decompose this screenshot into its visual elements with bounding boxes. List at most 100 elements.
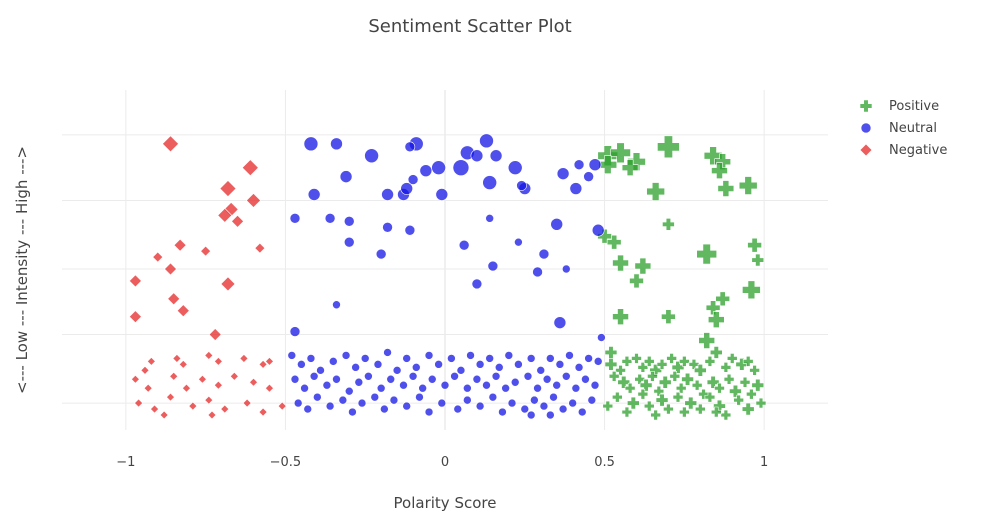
neutral-point[interactable] xyxy=(568,398,577,408)
neutral-point[interactable] xyxy=(514,360,523,369)
positive-point[interactable] xyxy=(612,308,629,325)
neutral-point[interactable] xyxy=(498,407,507,417)
positive-point[interactable] xyxy=(672,391,684,403)
negative-point[interactable] xyxy=(166,392,175,402)
neutral-point[interactable] xyxy=(297,360,306,369)
negative-point[interactable] xyxy=(176,304,190,318)
neutral-point[interactable] xyxy=(434,360,443,369)
positive-point[interactable] xyxy=(643,400,655,412)
positive-point[interactable] xyxy=(749,365,760,376)
negative-point[interactable] xyxy=(172,353,182,363)
negative-point[interactable] xyxy=(242,398,252,408)
neutral-point[interactable] xyxy=(520,404,530,414)
negative-point[interactable] xyxy=(198,374,207,384)
neutral-point[interactable] xyxy=(325,401,335,411)
neutral-point[interactable] xyxy=(306,354,316,363)
neutral-point[interactable] xyxy=(530,395,539,405)
neutral-point[interactable] xyxy=(316,366,325,375)
negative-point[interactable] xyxy=(249,377,258,387)
neutral-point[interactable] xyxy=(488,392,498,402)
negative-point[interactable] xyxy=(220,276,236,292)
positive-point[interactable] xyxy=(621,159,639,176)
neutral-point[interactable] xyxy=(381,188,394,201)
neutral-point[interactable] xyxy=(536,366,546,375)
negative-point[interactable] xyxy=(188,401,198,411)
neutral-point[interactable] xyxy=(402,401,412,411)
positive-point[interactable] xyxy=(709,346,723,359)
legend-item-negative[interactable]: Negative xyxy=(859,143,947,158)
positive-point[interactable] xyxy=(666,353,677,364)
positive-point[interactable] xyxy=(742,280,761,300)
neutral-point[interactable] xyxy=(307,188,321,201)
positive-point[interactable] xyxy=(646,182,665,201)
neutral-point[interactable] xyxy=(546,410,555,420)
neutral-point[interactable] xyxy=(424,351,434,360)
neutral-point[interactable] xyxy=(332,300,341,310)
positive-point[interactable] xyxy=(679,406,690,418)
neutral-point[interactable] xyxy=(364,148,379,164)
positive-point[interactable] xyxy=(698,332,716,349)
negative-point[interactable] xyxy=(246,193,261,208)
negative-point[interactable] xyxy=(239,353,249,363)
positive-point[interactable] xyxy=(671,361,685,374)
negative-point[interactable] xyxy=(258,359,268,369)
neutral-point[interactable] xyxy=(558,404,568,414)
neutral-point[interactable] xyxy=(341,351,351,360)
positive-point[interactable] xyxy=(691,379,703,391)
neutral-point[interactable] xyxy=(408,371,418,381)
neutral-point[interactable] xyxy=(590,380,600,390)
neutral-point[interactable] xyxy=(475,401,485,411)
positive-point[interactable] xyxy=(710,406,722,418)
neutral-point[interactable] xyxy=(593,357,603,366)
positive-point[interactable] xyxy=(681,372,694,386)
positive-point[interactable] xyxy=(621,356,633,367)
neutral-point[interactable] xyxy=(383,348,392,357)
neutral-point[interactable] xyxy=(450,371,459,381)
neutral-point[interactable] xyxy=(523,371,533,381)
neutral-point[interactable] xyxy=(456,366,466,375)
positive-point[interactable] xyxy=(679,356,690,367)
positive-point[interactable] xyxy=(634,257,652,275)
positive-point[interactable] xyxy=(747,237,762,253)
negative-point[interactable] xyxy=(231,214,244,228)
positive-point[interactable] xyxy=(711,162,728,179)
negative-point[interactable] xyxy=(150,404,159,414)
negative-point[interactable] xyxy=(167,292,181,306)
negative-point[interactable] xyxy=(258,407,268,417)
neutral-point[interactable] xyxy=(400,182,414,195)
neutral-point[interactable] xyxy=(555,360,565,369)
neutral-point[interactable] xyxy=(507,398,517,408)
legend-symbol-cross[interactable] xyxy=(859,99,873,113)
positive-point[interactable] xyxy=(650,409,661,421)
neutral-point[interactable] xyxy=(470,149,484,163)
neutral-point[interactable] xyxy=(332,374,341,384)
neutral-point[interactable] xyxy=(343,216,355,227)
neutral-point[interactable] xyxy=(343,236,355,248)
neutral-point[interactable] xyxy=(399,380,408,390)
negative-point[interactable] xyxy=(277,401,287,411)
negative-point[interactable] xyxy=(241,159,259,177)
negative-point[interactable] xyxy=(217,207,233,223)
neutral-point[interactable] xyxy=(561,264,571,274)
positive-point[interactable] xyxy=(713,399,726,413)
positive-point[interactable] xyxy=(615,365,626,376)
negative-point[interactable] xyxy=(207,410,217,420)
neutral-point[interactable] xyxy=(491,371,501,381)
neutral-point[interactable] xyxy=(435,188,449,201)
positive-point[interactable] xyxy=(733,394,744,406)
neutral-point[interactable] xyxy=(549,392,558,402)
neutral-point[interactable] xyxy=(546,354,555,363)
negative-point[interactable] xyxy=(130,374,140,384)
negative-point[interactable] xyxy=(152,251,164,263)
neutral-point[interactable] xyxy=(360,354,370,363)
positive-point[interactable] xyxy=(751,378,765,392)
positive-point[interactable] xyxy=(715,291,730,307)
neutral-point[interactable] xyxy=(542,374,552,384)
neutral-point[interactable] xyxy=(404,224,416,236)
neutral-point[interactable] xyxy=(479,133,494,149)
neutral-point[interactable] xyxy=(552,380,562,390)
neutral-point[interactable] xyxy=(472,374,482,384)
positive-point[interactable] xyxy=(695,403,706,415)
neutral-point[interactable] xyxy=(389,395,399,405)
positive-point[interactable] xyxy=(684,396,698,410)
